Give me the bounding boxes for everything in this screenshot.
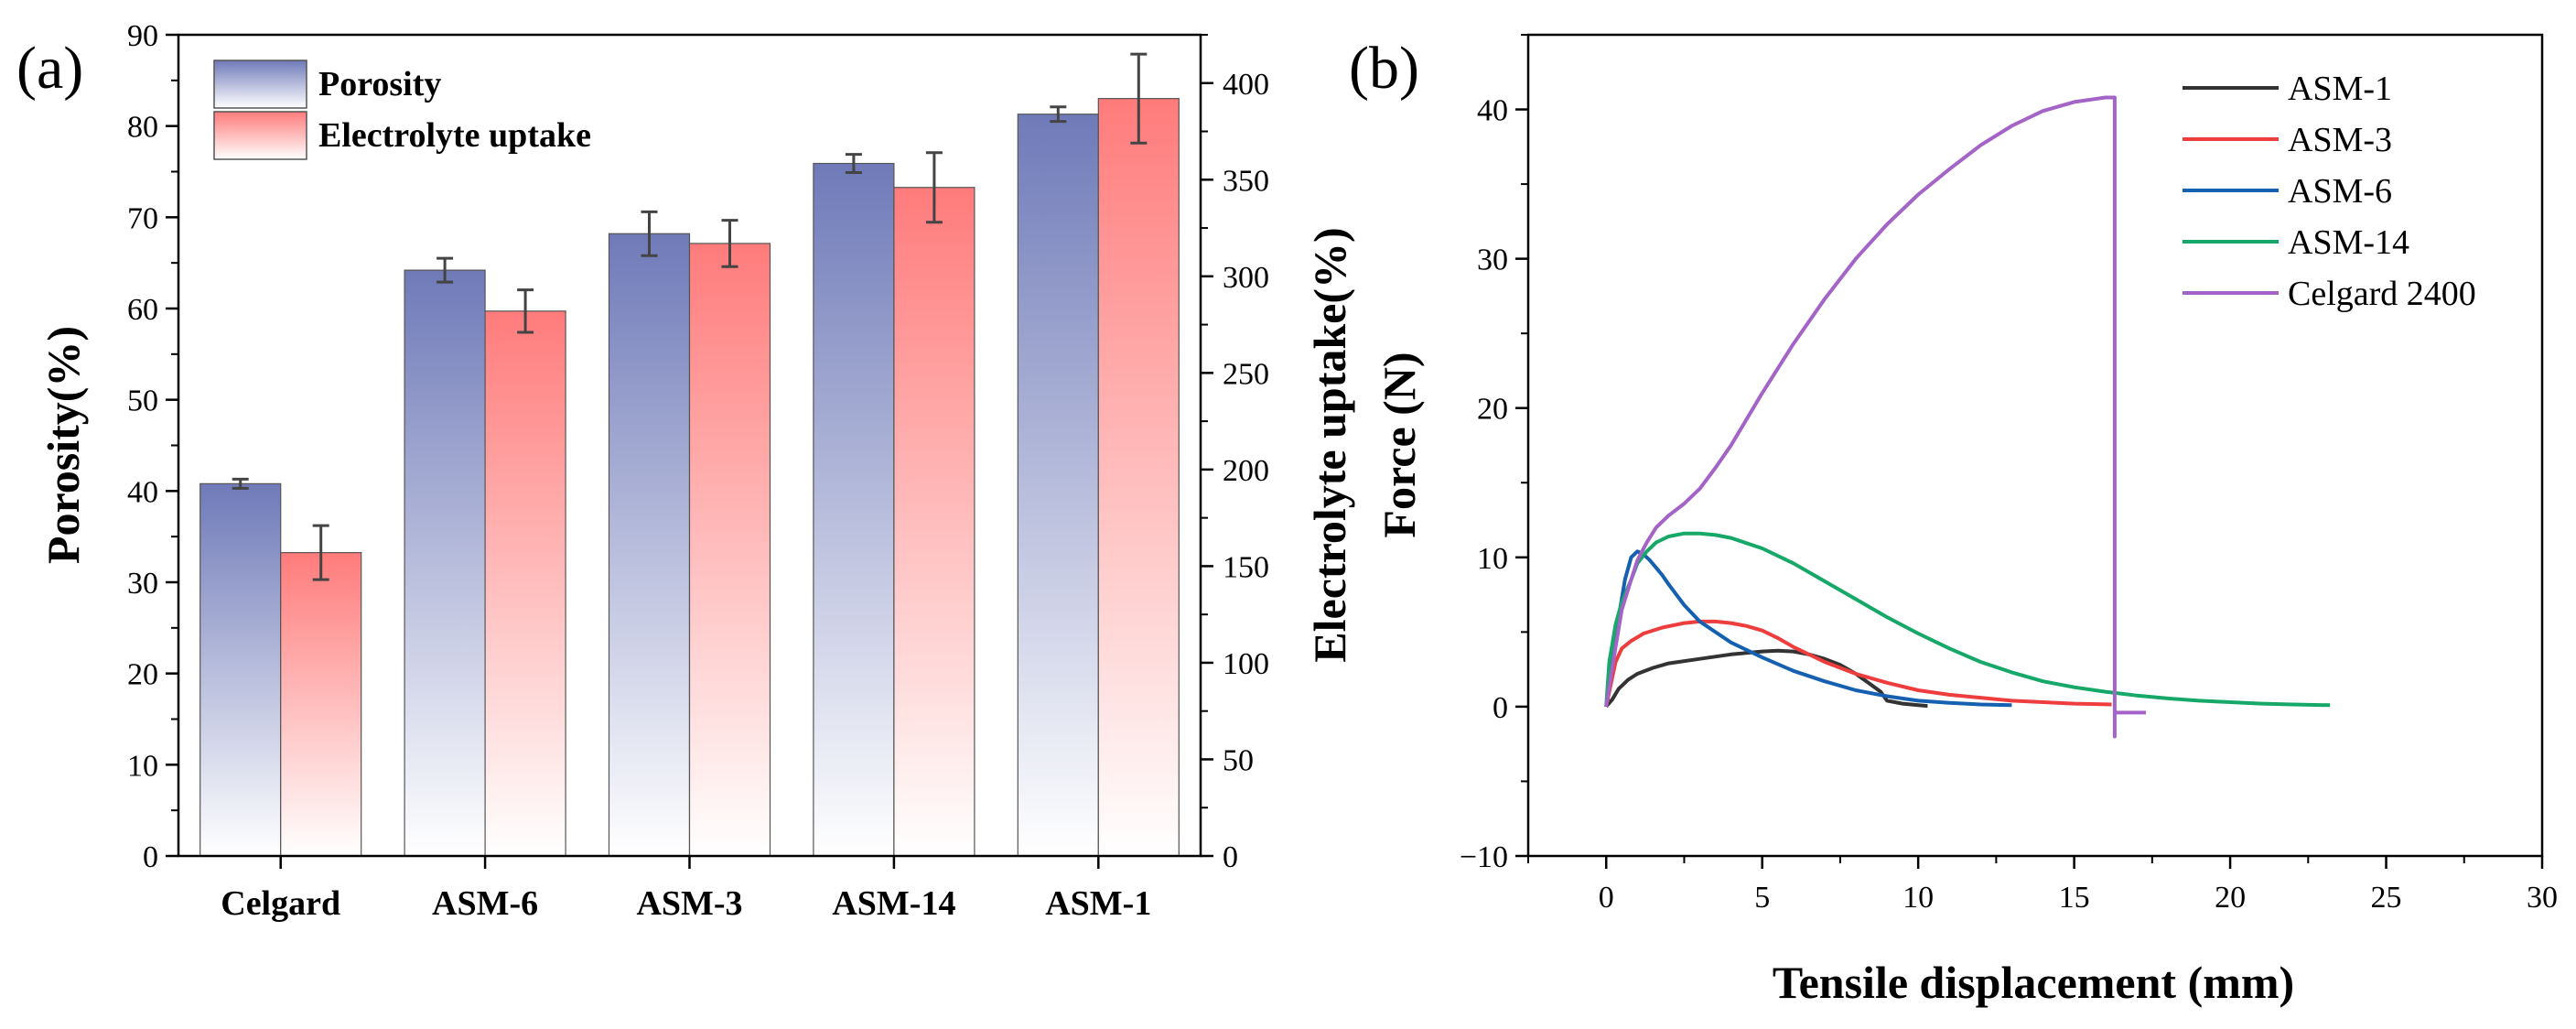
bar-electrolyte-uptake-asm-3 — [688, 243, 771, 857]
y2-tick-label: 150 — [1223, 550, 1269, 584]
bar-electrolyte-uptake-celgard — [280, 552, 362, 857]
x-tick-label: 0 — [1599, 881, 1614, 915]
legend-label-asm-6: ASM-6 — [2288, 172, 2392, 211]
y-tick-label: 20 — [127, 658, 158, 692]
legend-label-asm-3: ASM-3 — [2288, 121, 2392, 159]
panel-b: (b) 0 5 10 15 20 25 30 −10 0 10 20 30 40 Tensile dis… — [1349, 33, 2558, 1008]
legend-swatch-porosity — [213, 60, 307, 109]
x-tick-label: 5 — [1754, 881, 1770, 915]
bar-porosity-asm-3 — [608, 233, 691, 857]
x-tick-label: 20 — [2215, 881, 2246, 915]
legend-label-electrolyte-uptake: Electrolyte uptake — [318, 116, 591, 155]
panel-b-label: (b) — [1349, 35, 1419, 102]
y2-tick-label: 200 — [1223, 454, 1269, 488]
category-label: ASM-1 — [1045, 884, 1151, 923]
panel-b-lines — [1604, 95, 2331, 739]
panel-a: (a) Celgard ASM-6 ASM-3 ASM-14 ASM-1 0 10 20 30 4… — [16, 19, 1355, 923]
y-tick-label: 60 — [127, 293, 158, 327]
legend-label-asm-14: ASM-14 — [2288, 223, 2409, 262]
panel-b-frame — [1526, 33, 2544, 858]
bar-electrolyte-uptake-asm-14 — [893, 187, 975, 857]
y2-tick-label: 250 — [1223, 357, 1269, 391]
panel-a-label: (a) — [16, 35, 83, 102]
y-tick-label: 30 — [1477, 244, 1508, 277]
x-tick-label: 25 — [2371, 881, 2402, 915]
line-asm-6 — [1604, 549, 2012, 708]
x-tick-label: 15 — [2059, 881, 2090, 915]
y-tick-label: 10 — [127, 749, 158, 783]
legend-label-asm-1: ASM-1 — [2288, 70, 2392, 108]
panel-a-ylabel: Porosity(%) — [38, 326, 89, 564]
y2-tick-label: 350 — [1223, 164, 1269, 198]
y2-tick-label: 50 — [1223, 743, 1254, 777]
category-label: ASM-14 — [832, 884, 955, 923]
category-label: ASM-3 — [636, 884, 742, 923]
y-tick-label: 80 — [127, 111, 158, 145]
panel-b-legend: ASM-1 ASM-3 ASM-6 ASM-14 Celgard 2400 — [2183, 70, 2476, 313]
category-label: Celgard — [221, 884, 340, 923]
y-tick-label: 90 — [127, 19, 158, 53]
x-tick-label: 30 — [2527, 881, 2558, 915]
category-label: ASM-6 — [432, 884, 538, 923]
panel-a-axes: Celgard ASM-6 ASM-3 ASM-14 ASM-1 0 10 20 30 40 50 6… — [127, 19, 1269, 923]
x-tick-label: 10 — [1902, 881, 1934, 915]
bar-porosity-asm-1 — [1017, 114, 1099, 857]
bar-porosity-celgard — [199, 482, 282, 857]
y-tick-label: 40 — [1477, 94, 1508, 128]
line-celgard-2400 — [1604, 95, 2146, 739]
y-tick-label: 0 — [1493, 691, 1508, 725]
y-tick-label: −10 — [1460, 840, 1508, 874]
y-tick-label: 0 — [143, 840, 158, 874]
y2-tick-label: 0 — [1223, 840, 1238, 874]
y2-tick-label: 400 — [1223, 68, 1269, 102]
y-tick-label: 70 — [127, 201, 158, 235]
y-tick-label: 50 — [127, 385, 158, 418]
panel-a-legend: Porosity Electrolyte uptake — [213, 60, 591, 160]
y2-tick-label: 300 — [1223, 261, 1269, 295]
panel-b-xlabel: Tensile displacement (mm) — [1773, 957, 2294, 1008]
legend-label-celgard-2400: Celgard 2400 — [2288, 275, 2476, 313]
legend-label-porosity: Porosity — [318, 65, 441, 103]
y2-tick-label: 100 — [1223, 647, 1269, 681]
panel-a-bars — [199, 52, 1180, 857]
bar-porosity-asm-6 — [404, 269, 486, 857]
panel-b-axes: 0 5 10 15 20 25 30 −10 0 10 20 30 40 — [1460, 33, 2558, 915]
y-tick-label: 10 — [1477, 542, 1508, 576]
y-tick-label: 30 — [127, 567, 158, 601]
y-tick-label: 40 — [127, 475, 158, 509]
bar-electrolyte-uptake-asm-1 — [1097, 98, 1180, 857]
bar-porosity-asm-14 — [813, 162, 895, 857]
line-asm-3 — [1604, 619, 2112, 708]
panel-b-ylabel: Force (N) — [1374, 352, 1425, 537]
bar-electrolyte-uptake-asm-6 — [484, 310, 566, 857]
legend-swatch-electrolyte-uptake — [213, 111, 307, 160]
y-tick-label: 20 — [1477, 393, 1508, 427]
panel-a-y2label: Electrolyte uptake(%) — [1304, 227, 1355, 662]
